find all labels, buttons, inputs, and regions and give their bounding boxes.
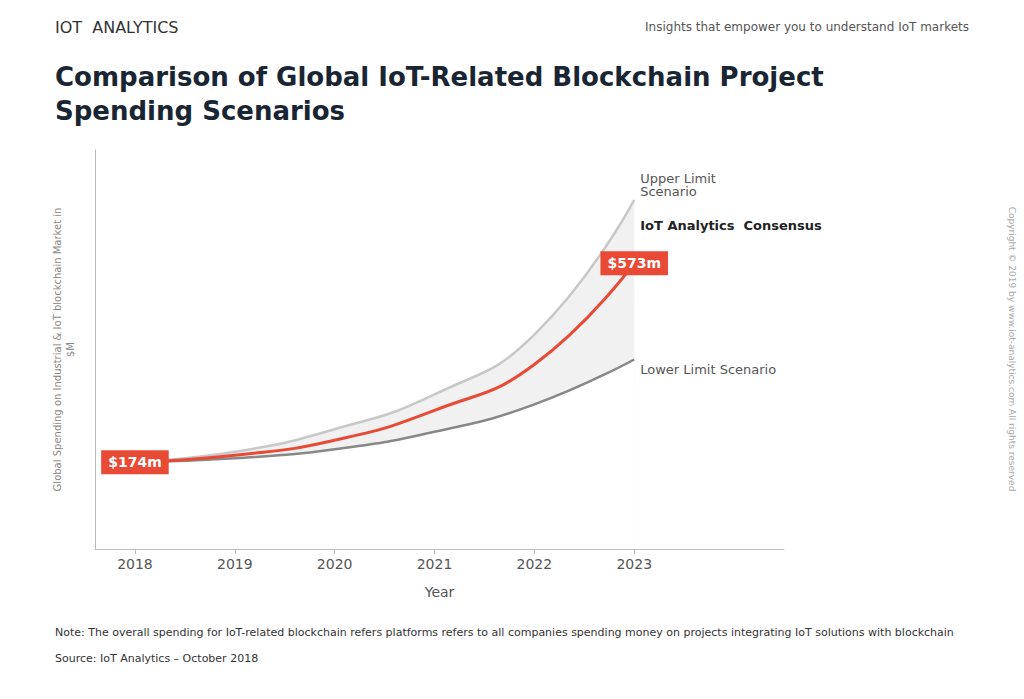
svg-text:Insights that empower you to u: Insights that empower you to understand …	[645, 20, 969, 34]
svg-text:Lower Limit Scenario: Lower Limit Scenario	[640, 362, 776, 377]
svg-text:2018: 2018	[117, 556, 153, 572]
svg-text:$573m: $573m	[607, 255, 661, 271]
svg-text:Upper Limit: Upper Limit	[640, 170, 716, 186]
svg-text:Year: Year	[424, 584, 455, 600]
svg-text:2022: 2022	[517, 556, 553, 572]
svg-text:2023: 2023	[616, 556, 652, 572]
svg-text:Scenario: Scenario	[640, 184, 697, 199]
svg-text:Spending Scenarios: Spending Scenarios	[55, 96, 345, 126]
svg-text:$174m: $174m	[108, 454, 162, 470]
svg-text:2021: 2021	[417, 556, 453, 572]
svg-text:Copyright © 2019 by www.iot-an: Copyright © 2019 by www.iot-analytics.co…	[1007, 207, 1017, 492]
svg-text:$M: $M	[65, 342, 76, 357]
svg-text:2020: 2020	[317, 556, 353, 572]
svg-text:IOT ANALYTICS: IOT ANALYTICS	[55, 18, 179, 37]
svg-text:Note: The overall spending for: Note: The overall spending for IoT-relat…	[55, 626, 954, 639]
svg-text:Comparison of Global IoT-Relat: Comparison of Global IoT-Related Blockch…	[55, 62, 824, 92]
svg-text:Source: IoT Analytics – Octobe: Source: IoT Analytics – October 2018	[55, 652, 258, 665]
svg-text:IoT Analytics Consensus: IoT Analytics Consensus	[640, 218, 822, 233]
svg-text:2019: 2019	[217, 556, 253, 572]
svg-text:Global Spending on Industrial: Global Spending on Industrial & IoT bloc…	[52, 208, 63, 492]
